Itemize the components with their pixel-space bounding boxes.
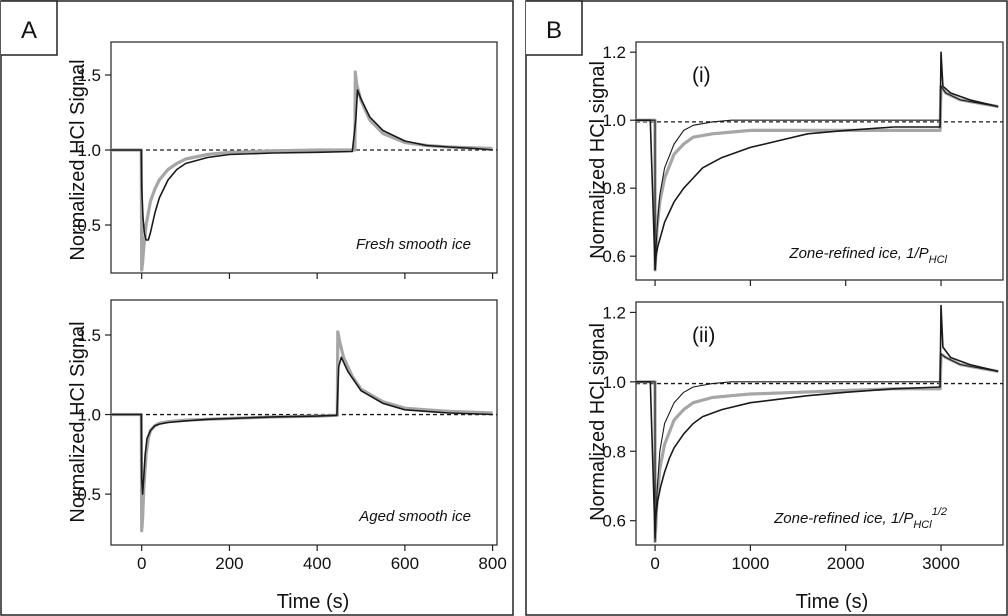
panel-a-top-plot: 0.51.01.5Normalized HCl SignalFresh smoo… xyxy=(67,42,497,279)
panel-b-top-ytick-label: 1.2 xyxy=(602,43,626,62)
panel-b-top-series-fit2 xyxy=(636,86,998,270)
panel-a-bottom-xtick-label: 0 xyxy=(137,554,146,573)
panel-a-top-series-data xyxy=(111,90,493,240)
panel-b-bottom-caption: Zone-refined ice, 1/PHCl1/2 xyxy=(773,506,947,531)
panel-b-bottom-plot: 0.60.81.01.20100020003000Normalized HCl … xyxy=(587,302,1003,573)
panel-b-bottom-ylabel: Normalized HCl signal xyxy=(587,323,609,521)
panel-b-bottom-series-data xyxy=(636,306,998,539)
panel-a-top-ylabel: Normalized HCl Signal xyxy=(67,59,89,260)
panel-b-top-caption: Zone-refined ice, 1/PHCl xyxy=(788,245,947,266)
panel-b-top-ylabel: Normalized HCl signal xyxy=(587,61,609,259)
panel-b-bottom-caption-sub: HCl xyxy=(913,519,932,531)
panel-b-bottom-xtick-label: 2000 xyxy=(827,554,865,573)
panel-b-top-series-fit xyxy=(636,86,998,270)
panel-a-bottom-xtick-label: 200 xyxy=(215,554,243,573)
panel-b-letter: B xyxy=(546,17,562,44)
plots-layer: 0.51.01.5Normalized HCl SignalFresh smoo… xyxy=(67,42,1003,573)
panel-a-top-annotation: Fresh smooth ice xyxy=(356,236,471,253)
panel-a-xlabel: Time (s) xyxy=(277,591,350,613)
panel-b-top-caption-sub: HCl xyxy=(929,254,948,266)
panel-b-xlabel: Time (s) xyxy=(796,591,869,613)
panel-a-bottom-xtick-label: 600 xyxy=(391,554,419,573)
panel-a-bottom-xtick-label: 400 xyxy=(303,554,331,573)
panel-a-bottom-series-data xyxy=(111,357,493,494)
panel-b-bottom-ytick-label: 1.2 xyxy=(602,303,626,322)
panel-a-bottom-xtick-label: 800 xyxy=(478,554,506,573)
panel-a-bottom-ylabel: Normalized HCl Signal xyxy=(67,321,89,522)
panel-b-bottom-xtick-label: 1000 xyxy=(731,554,769,573)
panel-b-bottom-xtick-label: 3000 xyxy=(922,554,960,573)
panel-b-bottom-caption-sup: 1/2 xyxy=(932,506,947,518)
panel-a-bottom-annotation: Aged smooth ice xyxy=(358,508,471,525)
panel-b-bottom-caption-main: Zone-refined ice, 1/P xyxy=(773,510,913,527)
panel-b-top-annotation: (i) xyxy=(692,64,711,87)
panel-b-bottom-xtick-label: 0 xyxy=(650,554,659,573)
panel-b-letter-box: B xyxy=(526,1,582,55)
panel-a-letter: A xyxy=(21,17,37,44)
panel-a-bottom-series-fit xyxy=(111,332,493,531)
panel-b-top-caption-main: Zone-refined ice, 1/P xyxy=(788,245,928,262)
panel-a-bottom-plot: 0.51.01.50200400600800Normalized HCl Sig… xyxy=(67,300,507,573)
panel-b-top-series-data xyxy=(636,52,998,270)
panel-b-top-plot: 0.60.81.01.2Normalized HCl signal(i)Zone… xyxy=(587,42,1003,286)
panel-a-letter-box: A xyxy=(1,1,57,55)
panel-b-bottom-annotation: (ii) xyxy=(692,324,715,347)
